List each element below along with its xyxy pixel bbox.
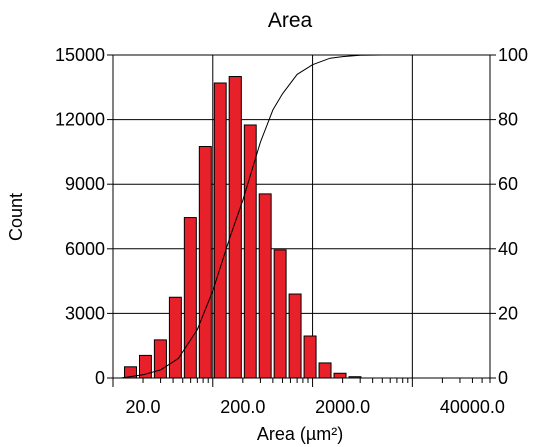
bars	[124, 76, 362, 379]
histogram-bar	[168, 296, 182, 379]
histogram-bar	[258, 193, 272, 379]
x-axis-label: Area (µm²)	[257, 424, 343, 444]
histogram-bar	[213, 82, 227, 379]
histogram-bar	[153, 339, 167, 379]
y2-tick-label: 100	[498, 45, 528, 65]
histogram-bar	[288, 293, 302, 379]
y-tick-label: 0	[95, 368, 105, 388]
histogram-bar	[198, 146, 212, 379]
y2-tick-label: 80	[498, 110, 518, 130]
y2-tick-label: 0	[498, 368, 508, 388]
histogram-bar	[333, 372, 347, 379]
histogram-bar	[318, 362, 332, 379]
y2-tick-label: 40	[498, 239, 518, 259]
histogram-bar	[228, 76, 242, 379]
x-tick-label: 20.0	[126, 397, 161, 417]
histogram-bar	[183, 217, 197, 379]
y-tick-label: 12000	[55, 110, 105, 130]
x-tick-label: 200.0	[220, 397, 265, 417]
y-tick-label: 6000	[65, 239, 105, 259]
cumulative-line	[120, 54, 490, 379]
y2-tick-label: 60	[498, 174, 518, 194]
histogram-bar	[303, 335, 317, 379]
y-tick-label: 9000	[65, 174, 105, 194]
y-axis-label: Count	[6, 193, 26, 241]
y-tick-label: 15000	[55, 45, 105, 65]
y-tick-label: 3000	[65, 303, 105, 323]
x-tick-label: 2000.0	[315, 397, 370, 417]
plot-frame	[112, 54, 491, 379]
chart-title: Area	[268, 9, 313, 32]
histogram-bar	[273, 249, 287, 379]
cumulative-curve	[120, 54, 490, 379]
y2-tick-label: 20	[498, 303, 518, 323]
x-tick-label: 40000.0	[440, 397, 505, 417]
ticks: 0 0 3000 20 6000 40 9000 60 12000 80 15000 100 20.0 2…	[55, 45, 528, 417]
